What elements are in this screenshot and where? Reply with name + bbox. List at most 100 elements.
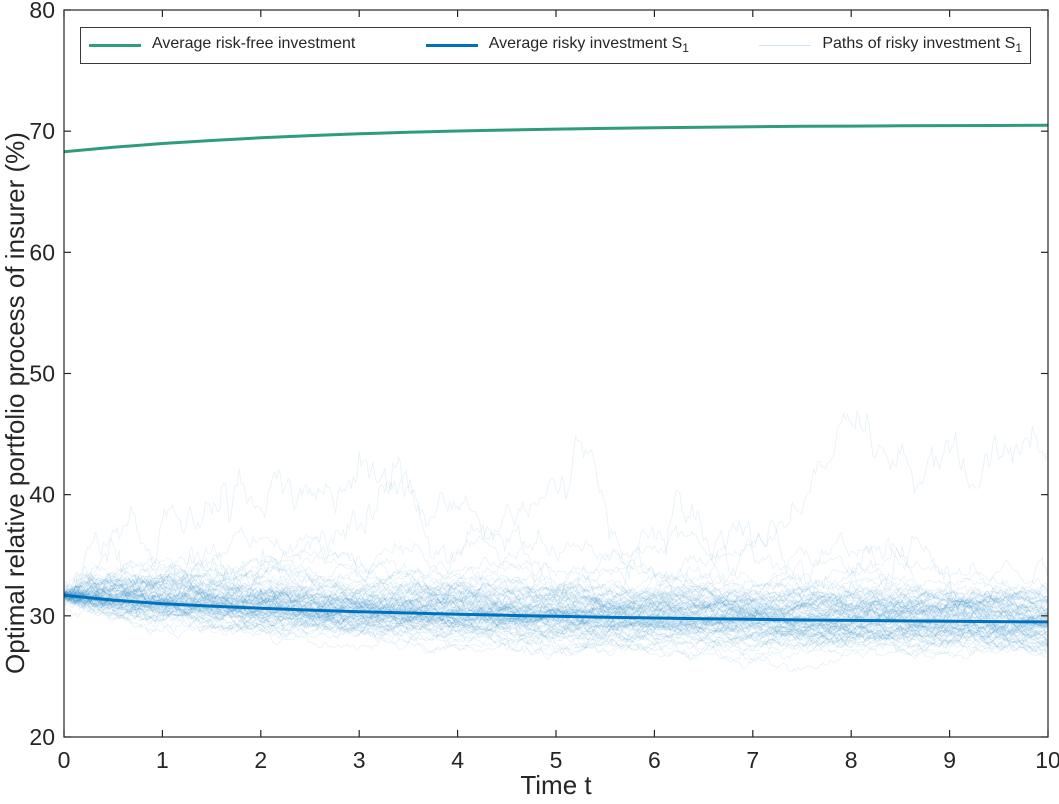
risky-path-line <box>64 575 1048 640</box>
risky-path-line <box>64 576 1048 636</box>
risky-path-line <box>64 575 1048 638</box>
legend-item-risky-paths: Paths of risky investment S1 <box>759 35 1022 56</box>
risky-path-line <box>64 586 1048 655</box>
risky-path-line <box>64 577 1048 629</box>
risky-path-line <box>64 577 1048 653</box>
risky-path-line <box>64 575 1048 619</box>
legend-line-swatch-paths <box>759 45 812 46</box>
y-tick-label-50: 50 <box>29 361 55 387</box>
risky-path-line <box>64 572 1048 635</box>
risky-path-line <box>64 565 1048 653</box>
risky-path-line <box>64 556 1048 647</box>
risky-path-line <box>64 587 1048 655</box>
risky-path-line <box>64 583 1048 639</box>
risky-path-line <box>64 585 1048 662</box>
risky-path-line <box>64 434 1048 647</box>
y-tick-label-70: 70 <box>29 118 55 144</box>
risky-path-line <box>64 594 1048 648</box>
risky-path-line <box>64 574 1048 643</box>
y-tick-label-40: 40 <box>29 482 55 508</box>
x-axis-label: Time t <box>520 770 592 800</box>
risky-path-line <box>64 581 1048 660</box>
risky-path-line <box>64 561 1048 633</box>
risky-path-line <box>64 545 1048 636</box>
risky-path-line <box>64 574 1048 656</box>
y-tick-label-80: 80 <box>29 0 55 23</box>
risky-path-line <box>64 564 1048 657</box>
y-axis-label: Optimal relative portfolio process of in… <box>0 132 30 674</box>
risky-path-line <box>64 590 1048 646</box>
risky-path-line <box>64 586 1048 630</box>
average-risky-investment-s1-line <box>64 593 1048 624</box>
x-tick-label-10: 10 <box>1035 747 1059 773</box>
x-tick-label-2: 2 <box>254 747 267 773</box>
y-tick-label-60: 60 <box>29 239 55 265</box>
risky-path-line <box>64 582 1048 632</box>
average-risk-free-investment-line <box>64 123 1048 154</box>
risky-path-line <box>64 591 1048 652</box>
risky-path-line <box>64 568 1048 643</box>
risky-path-line <box>64 591 1048 652</box>
risky-path-line <box>64 571 1048 630</box>
risky-path-line <box>64 572 1048 638</box>
y-tick-label-20: 20 <box>29 724 55 750</box>
x-tick-label-5: 5 <box>550 747 563 773</box>
risky-path-line <box>64 585 1048 637</box>
risky-path-line <box>64 588 1048 653</box>
legend-line-swatch-risky <box>425 44 478 47</box>
risky-path-line <box>64 529 1048 614</box>
risky-path-line <box>64 579 1048 640</box>
risky-path-line <box>64 588 1048 631</box>
risky-path-line <box>64 557 1048 620</box>
risky-path-line <box>64 590 1048 649</box>
x-tick-label-1: 1 <box>156 747 169 773</box>
risky-path-line <box>64 585 1048 630</box>
x-tick-label-3: 3 <box>353 747 366 773</box>
risky-path-line <box>64 590 1048 653</box>
risky-path-line <box>64 591 1048 662</box>
x-tick-label-6: 6 <box>648 747 661 773</box>
risky-path-line <box>64 578 1048 646</box>
risky-path-line <box>64 557 1048 642</box>
risky-path-line <box>64 571 1048 626</box>
risky-path-line <box>64 578 1048 625</box>
risky-path-line <box>64 566 1048 632</box>
curves-group <box>64 123 1048 673</box>
risky-path-line <box>64 589 1048 629</box>
risky-path-line <box>64 574 1048 640</box>
legend-label-paths: Paths of risky investment S1 <box>822 35 1022 56</box>
x-tick-label-7: 7 <box>746 747 759 773</box>
risky-path-line <box>64 582 1048 660</box>
risky-path-line <box>64 576 1048 622</box>
risky-path-line <box>64 537 1048 673</box>
risky-path-line <box>64 574 1048 643</box>
risky-path-line <box>64 583 1048 636</box>
risky-path-line <box>64 523 1048 628</box>
risky-path-line <box>64 588 1048 651</box>
risky-path-line <box>64 566 1048 629</box>
risky-path-line <box>64 593 1048 647</box>
x-tick-label-0: 0 <box>58 747 71 773</box>
y-tick-label-30: 30 <box>29 603 55 629</box>
risky-path-line <box>64 575 1048 632</box>
risky-path-line <box>64 585 1048 649</box>
risky-path-line <box>64 579 1048 625</box>
risky-path-line <box>64 568 1048 617</box>
risky-path-line <box>64 555 1048 641</box>
risky-path-line <box>64 582 1048 642</box>
risky-path-line <box>64 410 1048 620</box>
risky-path-line <box>64 587 1048 642</box>
legend-item-risky-average: Average risky investment S1 <box>425 35 689 56</box>
risky-path-line <box>64 576 1048 654</box>
risky-path-line <box>64 565 1048 652</box>
risky-path-line <box>64 591 1048 639</box>
legend-label-risk-free: Average risk-free investment <box>152 35 356 53</box>
legend-line-swatch-risk-free <box>89 44 141 47</box>
x-tick-label-4: 4 <box>451 747 464 773</box>
risky-path-line <box>64 580 1048 633</box>
legend-item-risk-free-average: Average risk-free investment <box>89 35 355 55</box>
x-tick-label-9: 9 <box>943 747 956 773</box>
risky-path-line <box>64 574 1048 620</box>
risky-path-line <box>64 549 1048 643</box>
